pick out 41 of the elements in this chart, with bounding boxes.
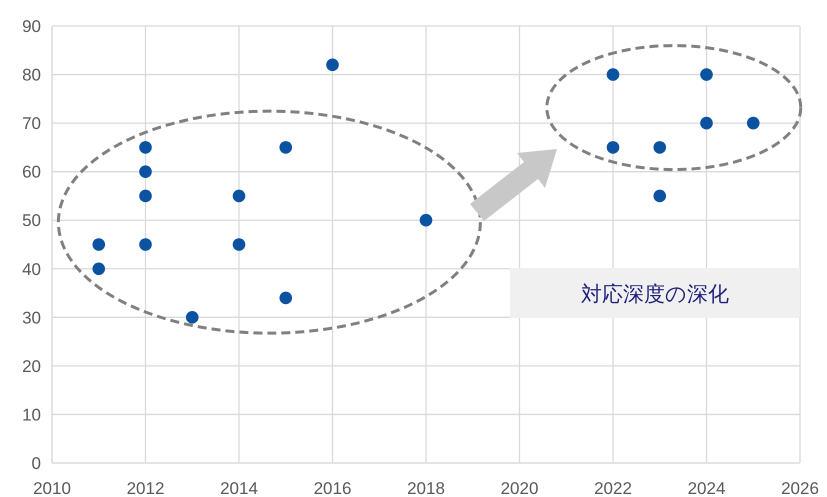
x-tick-label: 2020 [500,479,538,497]
point [92,238,106,251]
point [279,292,292,304]
x-tick-label: 2026 [781,479,819,497]
annotation: 対応深度の深化 [510,268,800,318]
y-tick-label: 10 [22,405,41,424]
point [232,238,246,251]
point [186,311,199,324]
y-tick-label: 40 [22,260,41,279]
x-tick-label: 2010 [33,479,71,497]
point [420,214,432,227]
point [139,238,152,251]
x-tick-label: 2022 [594,479,632,497]
point [606,68,620,81]
point [700,116,713,130]
point [139,190,152,202]
x-tick-label: 2012 [126,479,164,497]
point [606,141,620,154]
point [139,165,152,178]
x-tick-label: 2014 [220,479,258,497]
point [92,262,106,276]
point [653,141,666,154]
point [326,58,339,72]
point [653,190,666,202]
point [746,116,760,130]
x-tick-label: 2018 [407,479,445,497]
point [700,68,713,81]
x-tick-label: 2024 [688,479,726,497]
y-tick-label: 60 [22,162,41,182]
y-tick-label: 20 [22,356,41,376]
x-tick-label: 2016 [314,479,352,497]
y-tick-label: 50 [22,211,41,230]
y-tick-label: 30 [22,308,41,328]
y-tick-label: 80 [22,66,41,85]
point [232,190,246,202]
y-tick-label: 90 [22,17,41,36]
y-tick-label: 70 [22,114,41,134]
point [139,141,152,154]
point [279,141,292,154]
annotation: 対応深度の深化 [581,282,729,306]
y-tick-label: 0 [32,454,41,473]
